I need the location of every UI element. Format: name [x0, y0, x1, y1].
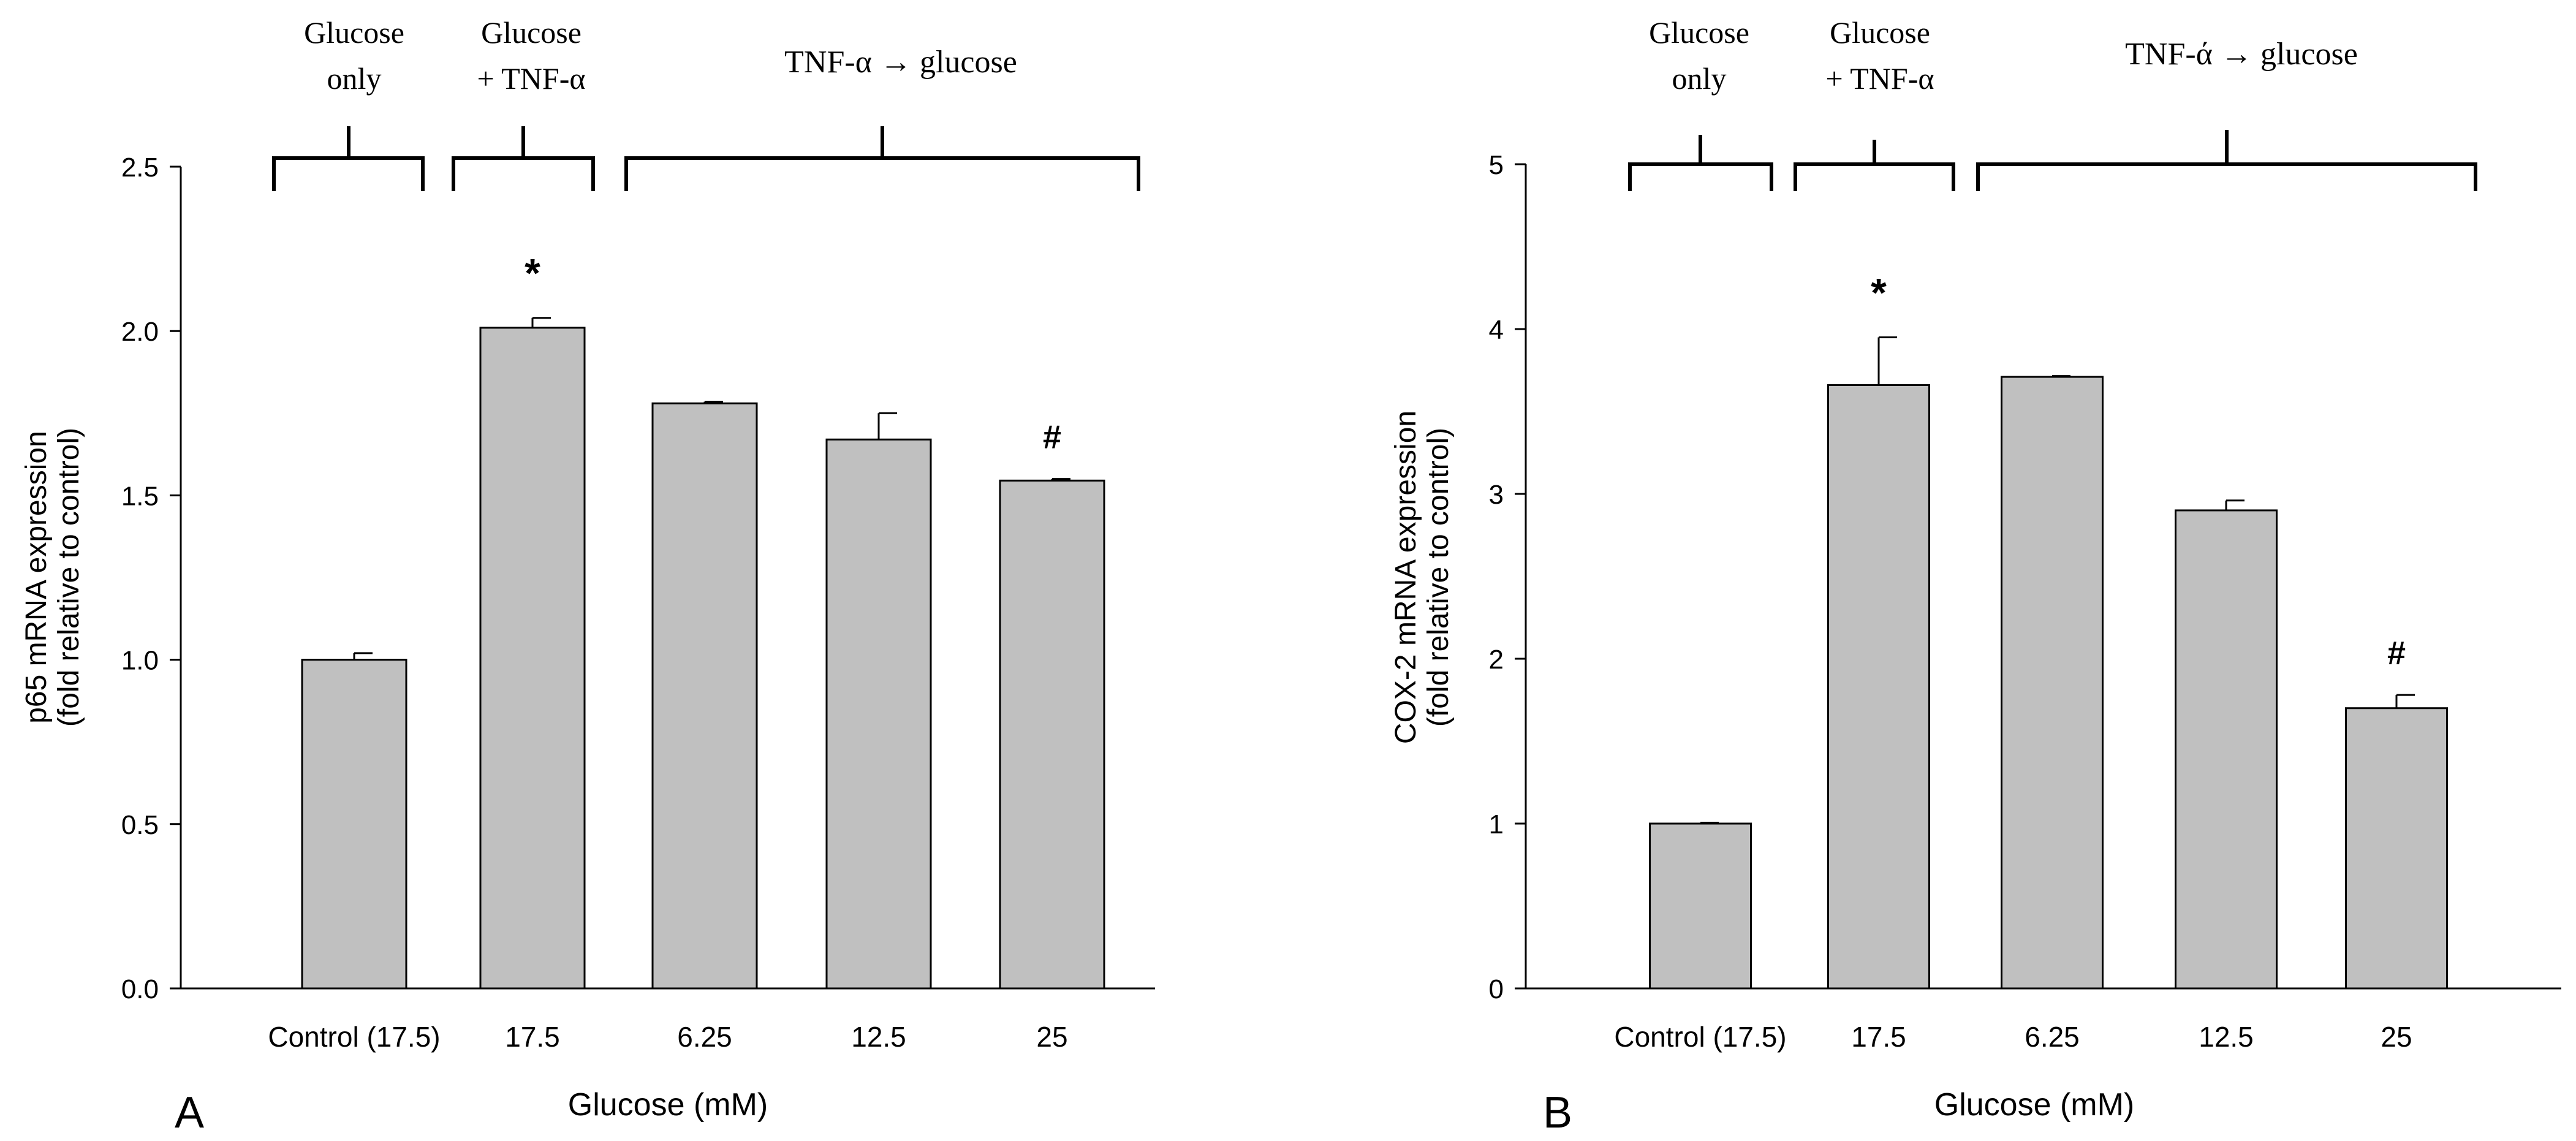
- panel-b-bracket-glucose-tnf: [1794, 140, 1955, 191]
- panel-b-ytick-label: 0: [1489, 974, 1504, 1004]
- panel-a-bracket-glucose-tnf: [452, 126, 595, 191]
- panel-b-category-label: 17.5: [1851, 1021, 1906, 1053]
- panel-a-category-label: 25: [1036, 1021, 1067, 1053]
- panel-a-ylabel-line2: (fold relative to control): [53, 428, 85, 727]
- panel-b-group-glucose-tnf-line1: Glucose: [1830, 15, 1930, 50]
- panel-a-significance-marker: #: [1043, 419, 1061, 456]
- panel-b-bracket-glucose-only: [1628, 135, 1773, 191]
- panel-a-ytick-label: 0.0: [121, 974, 159, 1004]
- panel-b-significance-marker: *: [1871, 270, 1887, 315]
- panel-a-ytick-label: 2.0: [121, 317, 159, 347]
- panel-a-ylabel-line1: p65 mRNA expression: [20, 431, 53, 724]
- panel-b-bar: [2001, 376, 2104, 990]
- panel-a-xlabel: Glucose (mM): [568, 1087, 768, 1123]
- panel-b-bar: [2345, 707, 2448, 990]
- panel-b-category-label: 25: [2381, 1021, 2412, 1053]
- panel-a-group-glucose-tnf-line2: + TNF-α: [477, 61, 585, 96]
- panel-a-group-glucose-only-line2: only: [327, 61, 382, 96]
- panel-a-ytick-label: 2.5: [121, 153, 159, 183]
- panel-a-letter: A: [175, 1088, 204, 1137]
- panel-b-ytick-label: 3: [1489, 480, 1504, 510]
- panel-b-xlabel: Glucose (mM): [1934, 1087, 2134, 1123]
- panel-b-ytick-label: 1: [1489, 809, 1504, 840]
- panel-a-bar: [651, 402, 758, 990]
- panel-b-ylabel-line2: (fold relative to control): [1422, 428, 1455, 727]
- panel-a-bracket-glucose-only: [272, 126, 425, 191]
- panel-b-ticks: 0 1 2 3 4 5: [1489, 150, 1526, 1004]
- panel-a-category-label: Control (17.5): [268, 1021, 440, 1053]
- panel-b-bracket-tnf-then-glucose: [1976, 130, 2477, 191]
- panel-b-category-label: 12.5: [2199, 1021, 2254, 1053]
- panel-b-category-label: 6.25: [2025, 1021, 2080, 1053]
- panel-a-category-label: 12.5: [851, 1021, 906, 1053]
- panel-a-group-glucose-only-line1: Glucose: [304, 15, 404, 50]
- panel-b-bar: [2175, 509, 2278, 990]
- panel-b-bars: Control (17.5) * 17.5 6.25 12.5 #25: [1614, 270, 2448, 1053]
- panel-b-ylabel-line1: COX-2 mRNA expression: [1390, 411, 1422, 744]
- panel-a-category-label: 17.5: [505, 1021, 560, 1053]
- panel-a: 0.0 0.5 1.0 1.5 2.0 2.5 Control (17.5) * 17.5 6.…: [20, 15, 1155, 1137]
- panel-b-category-label: Control (17.5): [1614, 1021, 1786, 1053]
- panel-b-group-tnf-then-glucose: TNF-ά → glucose: [2125, 37, 2358, 72]
- panel-a-bar: [999, 479, 1105, 990]
- panel-a-bar: [301, 659, 407, 990]
- panel-a-group-glucose-tnf-line1: Glucose: [481, 15, 581, 50]
- panel-a-bar: [825, 438, 932, 990]
- panel-a-ytick-label: 0.5: [121, 810, 159, 840]
- panel-a-group-tnf-then-glucose: TNF-α → glucose: [784, 45, 1017, 80]
- panel-b-bar: [1827, 384, 1930, 990]
- panel-a-bracket-tnf-then-glucose: [624, 126, 1140, 191]
- panel-b-ytick-label: 2: [1489, 645, 1504, 675]
- panel-b-significance-marker: #: [2387, 635, 2406, 672]
- panel-a-significance-marker: *: [525, 251, 540, 296]
- panel-a-ytick-label: 1.0: [121, 646, 159, 676]
- panel-a-category-label: 6.25: [677, 1021, 732, 1053]
- panel-b-letter: B: [1543, 1088, 1572, 1137]
- panel-b-ytick-label: 4: [1489, 315, 1504, 345]
- panel-a-ticks: 0.0 0.5 1.0 1.5 2.0 2.5: [121, 153, 181, 1004]
- panel-b-bar: [1649, 822, 1752, 990]
- panel-b: 0 1 2 3 4 5 Control (17.5) * 17.5 6.25 12.5 #25 CO…: [1390, 15, 2561, 1137]
- panel-b-ytick-label: 5: [1489, 150, 1504, 180]
- panel-a-bars: Control (17.5) * 17.5 6.25 12.5 #25: [268, 251, 1105, 1053]
- panel-a-bar: [479, 327, 586, 990]
- panel-b-group-glucose-tnf-line2: + TNF-α: [1825, 61, 1934, 96]
- panel-b-group-glucose-only-line2: only: [1672, 61, 1727, 96]
- panel-a-ytick-label: 1.5: [121, 481, 159, 511]
- panel-b-group-glucose-only-line1: Glucose: [1649, 15, 1749, 50]
